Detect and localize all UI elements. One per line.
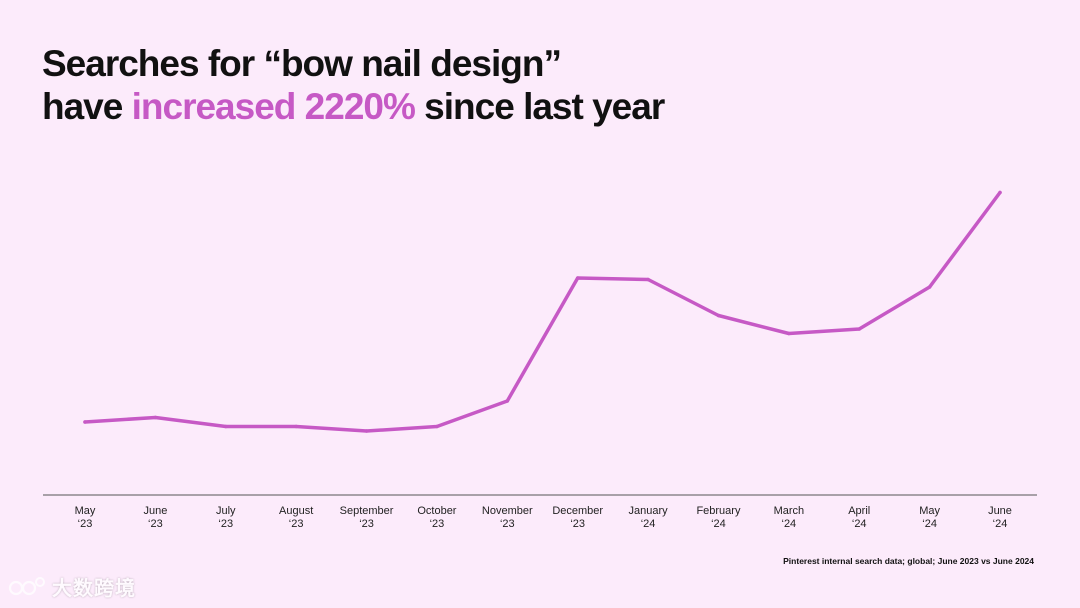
data-point <box>435 424 439 429</box>
title-highlight: increased 2220% <box>131 86 416 127</box>
data-point <box>787 331 791 336</box>
data-point <box>224 424 228 429</box>
x-tick-label: May ‘23 <box>75 505 96 530</box>
data-point <box>927 285 932 289</box>
x-tick-label: October ‘23 <box>417 505 456 530</box>
x-tick-label: August ‘23 <box>279 505 313 530</box>
watermark: 大数跨境 <box>8 572 136 601</box>
x-tick-label: July ‘23 <box>216 505 236 530</box>
data-point <box>646 277 650 282</box>
data-point <box>153 415 158 420</box>
data-point <box>857 327 861 331</box>
title-line-2-suffix: since last year <box>414 86 665 127</box>
title-line-2: have increased 2220% since last year <box>42 85 665 128</box>
logo-icon <box>8 576 45 595</box>
data-point <box>294 424 298 429</box>
x-tick-label: April ‘24 <box>848 505 870 530</box>
data-point <box>575 276 580 280</box>
data-point <box>998 190 1002 195</box>
data-point <box>364 429 369 433</box>
data-point <box>83 420 87 424</box>
x-tick-label: December ‘23 <box>552 505 603 530</box>
x-tick-label: September ‘23 <box>340 505 394 530</box>
x-tick-label: November ‘23 <box>482 505 533 530</box>
series-line <box>83 190 1002 433</box>
page-title: Searches for “bow nail design” have incr… <box>42 42 665 128</box>
x-tick-label: February ‘24 <box>696 505 741 530</box>
watermark-text: 大数跨境 <box>52 576 136 600</box>
x-tick-label: March ‘24 <box>774 505 805 530</box>
source-note: Pinterest internal search data; global; … <box>783 556 1034 566</box>
data-point <box>505 399 510 403</box>
title-line-1: Searches for “bow nail design” <box>42 43 562 84</box>
x-tick-label: January ‘24 <box>629 505 669 530</box>
data-point <box>716 313 721 318</box>
x-tick-label: May ‘24 <box>919 505 940 530</box>
data-points <box>83 190 1002 433</box>
x-tick-label: June ‘24 <box>988 505 1012 530</box>
title-line-2-prefix: have <box>42 86 132 127</box>
x-tick-label: June ‘23 <box>143 505 167 530</box>
x-axis-tick-labels: May ‘23 June ‘23 July ‘23 August ‘23 September ‘2… <box>75 505 1012 530</box>
